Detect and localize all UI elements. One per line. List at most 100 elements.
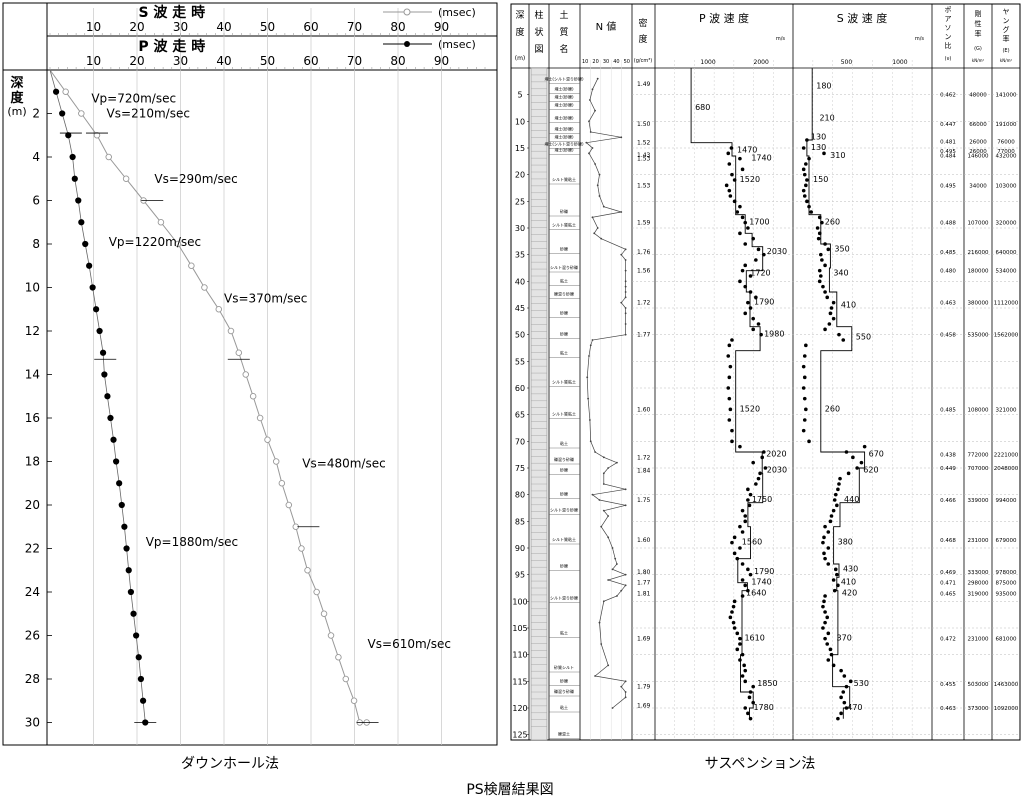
p-velocity-point: [746, 226, 750, 230]
n-value-point: [607, 515, 610, 517]
depth-tick-label: 60: [515, 384, 525, 393]
s-velocity-point: [836, 716, 840, 721]
y-tick-label: 24: [25, 585, 40, 599]
n-value-point: [607, 579, 610, 581]
p-velocity-point: [746, 487, 750, 492]
s-wave-point: [78, 110, 85, 117]
soil-name: 埋土(砂礫): [554, 101, 574, 107]
poisson-value: 0.438: [940, 453, 956, 459]
density-value: 1.49: [637, 81, 651, 88]
p-velocity-point: [731, 620, 736, 625]
s-velocity-point: [822, 551, 826, 556]
p-velocity-point: [738, 658, 742, 662]
s-velocity-step: [806, 68, 866, 719]
n-value-point: [602, 472, 605, 475]
y-tick-label: 26: [25, 629, 40, 643]
s-velocity-point: [805, 178, 809, 182]
p-wave-point: [65, 132, 72, 139]
soil-name: シルト質粘土: [552, 411, 576, 417]
young-modulus-value: 2221000: [994, 453, 1019, 459]
p-velocity-point: [748, 690, 753, 694]
young-modulus-value: 76000: [997, 140, 1015, 146]
p-velocity-point: [738, 636, 742, 641]
poisson-value: 0.463: [940, 706, 956, 712]
p-velocity-point: [738, 444, 742, 449]
p-velocity-point: [740, 652, 745, 657]
y-tick-label: 28: [25, 672, 40, 686]
p-velocity-point: [740, 562, 745, 566]
legend-s-marker: [403, 8, 411, 16]
density-value: 1.72: [637, 300, 651, 307]
soil-header-char: 名: [559, 43, 568, 55]
s-velocity-point: [821, 604, 825, 609]
shear-modulus-value: 319000: [968, 591, 989, 597]
s-wave-point: [242, 371, 249, 378]
s-velocity-point: [835, 572, 839, 577]
n-tick-label: 50: [624, 59, 630, 65]
s-velocity-point: [842, 700, 847, 705]
n-value-point: [611, 568, 614, 571]
p-velocity-point: [732, 178, 737, 182]
p-velocity-point: [730, 428, 734, 433]
s-velocity-point: [826, 247, 831, 252]
p-velocity-point: [727, 418, 732, 422]
n-value-point: [624, 269, 627, 272]
s-velocity-point: [804, 343, 808, 348]
p-velocity-point: [751, 700, 755, 705]
s-velocity-point: [801, 146, 806, 150]
p-velocity-point: [751, 316, 755, 321]
s-velocity-point: [815, 226, 820, 230]
poisson-value: 0.455: [940, 682, 956, 688]
n-value-point: [591, 147, 594, 149]
legend-p-marker: [404, 41, 410, 47]
p-wave-line: [49, 69, 146, 723]
young-modulus-value: 1112000: [994, 301, 1019, 307]
soil-name: 埋土(砂礫): [554, 115, 574, 121]
s-velocity-point: [842, 674, 847, 678]
n-value-point: [600, 237, 603, 240]
s-wave-line: [49, 69, 367, 723]
density-value: 1.79: [637, 684, 651, 691]
density-value: 1.77: [637, 580, 651, 587]
poisson-symbol: (ν): [945, 56, 952, 62]
soil-name: 埋土(シルト混り砂礫): [544, 140, 584, 146]
poisson-value: 0.481: [940, 140, 956, 146]
y-tick-label: 2: [32, 107, 40, 121]
p-velocity-point: [748, 572, 753, 577]
s-velocity-point: [801, 428, 806, 433]
n-value-point: [607, 664, 610, 667]
y-tick-label: 18: [25, 455, 40, 469]
p-wave-point: [93, 306, 100, 313]
n-value-point: [624, 259, 627, 261]
shear-modulus-value: 380000: [968, 301, 989, 307]
right-panel-frame: [510, 3, 1021, 741]
p-velocity-point: [751, 327, 755, 332]
young-modulus-value: 1463000: [994, 682, 1019, 688]
legend-s-unit: (msec): [438, 6, 476, 19]
s-wave-point: [285, 501, 293, 509]
p-velocity-label: 2020: [766, 450, 786, 459]
s-velocity-label: 260: [825, 404, 840, 413]
p-velocity-point: [758, 471, 762, 476]
p-velocity-header: P 波 速 度: [699, 11, 749, 25]
n-value-point: [594, 163, 596, 165]
p-wave-point: [139, 697, 147, 704]
s-tick-label: 30: [173, 20, 188, 34]
n-value-point: [607, 536, 610, 539]
s-velocity-label: 370: [837, 634, 852, 643]
shear-modulus-value: 26000: [969, 140, 987, 146]
p-velocity-point: [728, 194, 733, 198]
p-tick-label: 50: [260, 54, 275, 68]
s-velocity-point: [822, 535, 826, 540]
n-value-point: [588, 99, 591, 101]
downhole-caption: ダウンホール法: [181, 756, 279, 772]
soil-name: シルト質粘土: [552, 176, 576, 182]
s-velocity-point: [831, 316, 836, 321]
young-modulus-value: 1092000: [994, 706, 1019, 712]
s-velocity-header: S 波 速 度: [837, 11, 887, 25]
p-velocity-unit: m/s: [776, 36, 786, 42]
depth-tick-label: 20: [515, 171, 525, 180]
p-velocity-point: [740, 268, 745, 273]
p-velocity-point: [743, 668, 748, 673]
s-velocity-point: [829, 514, 834, 518]
